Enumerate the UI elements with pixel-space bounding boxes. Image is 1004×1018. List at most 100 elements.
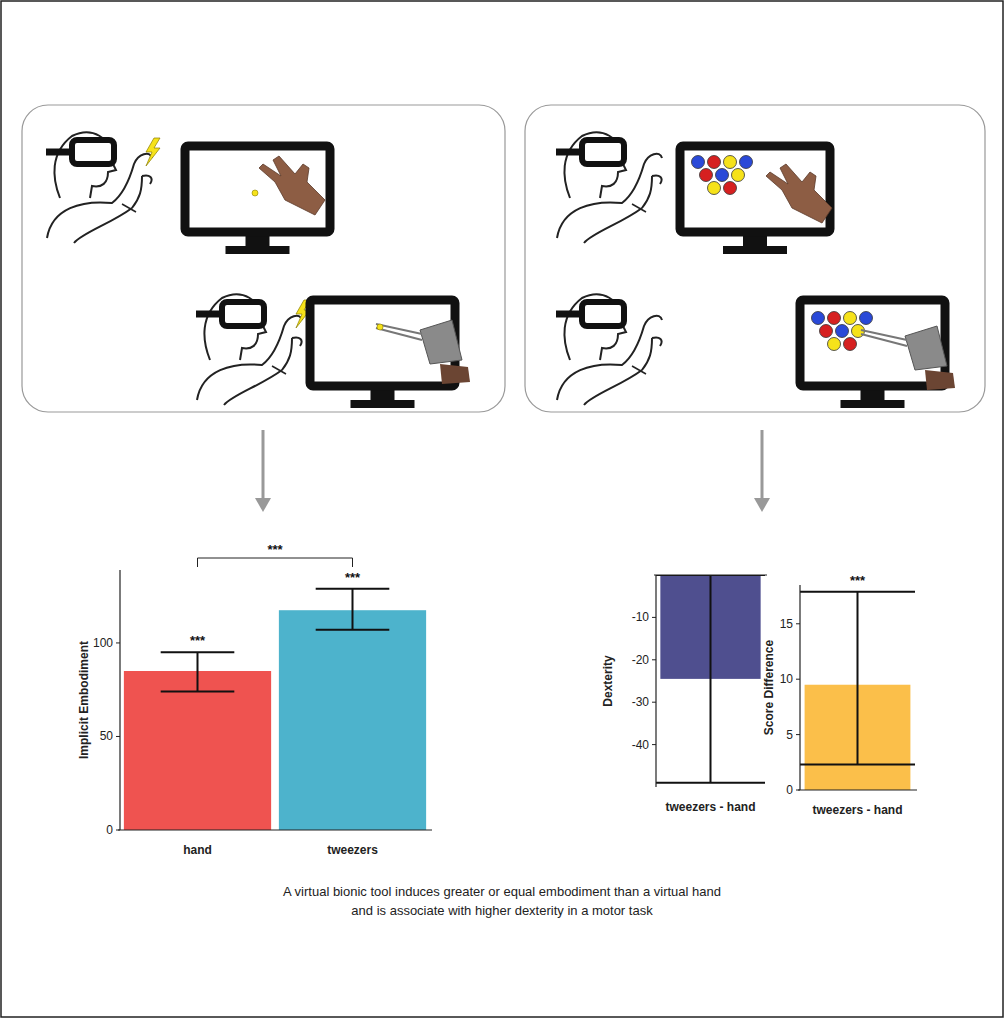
arrow-head [255,498,271,512]
y-axis-title: Dexterity [601,655,615,707]
arrow [761,430,764,500]
frame [1,1,1003,1017]
comparison-label: *** [267,542,283,557]
y-tick-label: 10 [780,672,794,686]
y-axis-title: Implicit Embodiment [77,641,91,759]
y-tick-label: 5 [786,728,793,742]
y-axis [119,570,120,830]
y-tick [652,659,656,660]
goggles [582,302,624,326]
error-bar [316,589,390,630]
y-tick-label: -30 [632,695,650,709]
arm [197,316,302,405]
y-axis [799,585,800,790]
wrist [632,366,646,374]
y-tick [116,642,120,643]
target-dot [828,312,841,325]
stimulus-dot [377,324,383,330]
y-tick [652,744,656,745]
y-tick [796,790,800,791]
marks [656,575,765,783]
caption: and is associate with higher dexterity i… [351,903,653,918]
vr-user-icon [46,132,160,243]
arm [47,154,152,243]
target-dot [732,169,745,182]
error-bar [800,592,915,765]
caption: A virtual bionic tool induces greater or… [283,884,721,899]
target-dot [740,156,753,169]
wrist [632,204,646,212]
arm [557,316,662,405]
marks [800,592,915,790]
vr-user-icon [196,294,310,405]
target-dot [700,169,713,182]
target-dot [708,156,721,169]
stimulus-bolt [146,138,160,166]
goggles [72,140,114,164]
tweezer-arm [861,334,907,346]
y-tick-label: 0 [106,823,113,837]
wrist [122,204,136,212]
monitor-screen [185,146,330,232]
monitor [680,146,832,254]
y-tick [796,623,800,624]
marks [124,589,426,830]
forearm [925,370,955,390]
target-dot [716,169,729,182]
monitor-base [841,400,905,408]
virtual-hand [259,156,325,215]
page: hand***tweezers***050100Implicit Embodim… [0,0,1004,1018]
significance: *** [850,573,866,588]
target-dot [692,156,705,169]
target-dot [844,312,857,325]
y-tick-label: 0 [786,783,793,797]
y-axis-title: Score Difference [762,639,776,735]
y-axis [655,575,656,787]
strap [46,149,72,156]
panel [22,105,505,412]
monitor-base [723,246,787,254]
y-tick-label: 50 [100,729,114,743]
chart: tweezers - hand *** 0 5 10 15 Score Difference [762,573,921,817]
category-label: tweezers [327,843,378,857]
monitor [800,300,955,408]
x-axis [798,789,917,790]
monitor [185,146,330,254]
tweezer-arm [376,328,422,340]
bar [124,671,271,830]
comparison-bracket [198,558,353,567]
panel [525,105,985,412]
y-tick-label: -10 [632,610,650,624]
target-dot [724,182,737,195]
vr-user-icon [556,132,662,243]
significance: *** [190,633,206,648]
y-tick [652,617,656,618]
monitor-base [351,400,415,408]
arrow-head [754,498,770,512]
tool-handle [420,320,462,364]
target-dot [828,338,841,351]
chart: tweezers - hand-40-30-20-10Dexterity [601,575,771,814]
target-dot [708,182,721,195]
y-tick [796,679,800,680]
target-dot [836,325,849,338]
y-tick [116,736,120,737]
goggles [222,302,264,326]
y-tick [116,830,120,831]
target-dot [860,312,873,325]
stimulus-dot [252,190,258,196]
y-tick-label: 15 [780,617,794,631]
monitor [310,300,470,408]
x-axis [118,829,432,830]
category-label: hand [183,843,212,857]
bar [279,610,426,830]
category-label: tweezers - hand [812,803,902,817]
error-bar [161,652,235,691]
head [564,294,626,360]
target-dot [820,325,833,338]
head [54,132,116,198]
arrow [262,430,265,500]
vr-user-icon [556,294,662,405]
error-bar [656,575,765,783]
forearm [440,364,470,384]
